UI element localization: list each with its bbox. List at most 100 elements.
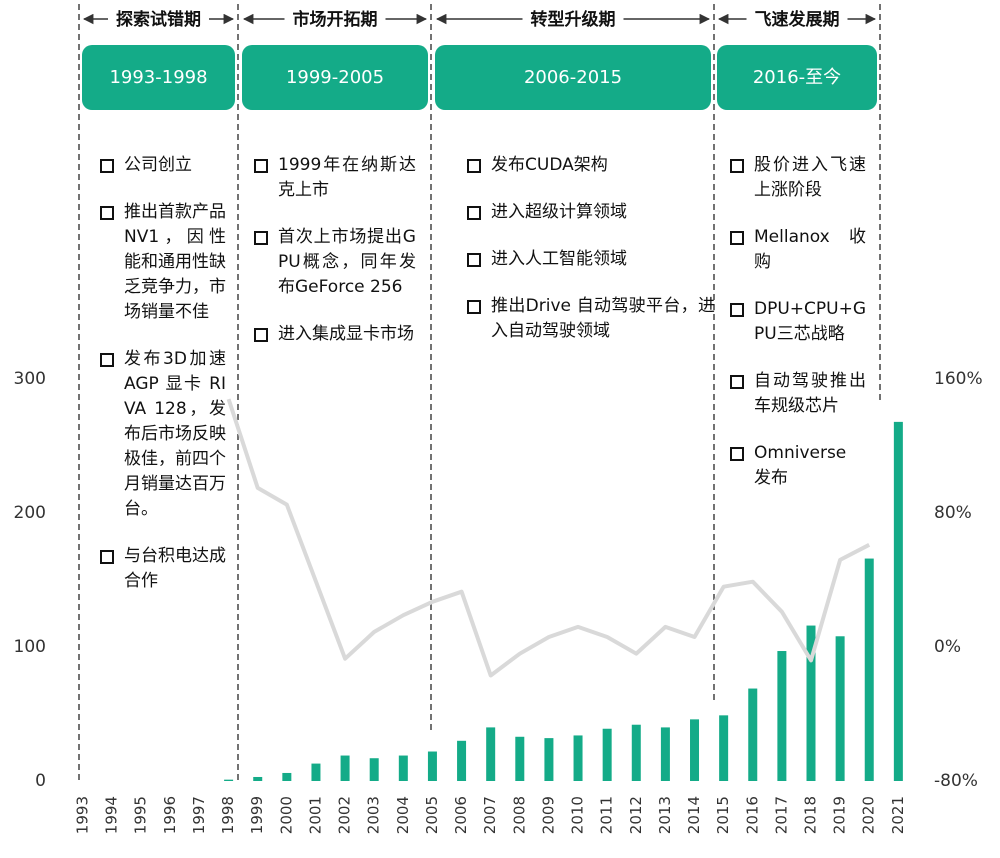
phase-box (82, 45, 235, 110)
x-tick-label: 2016 (743, 796, 761, 834)
bar (573, 735, 583, 781)
bar (719, 715, 729, 781)
phase-title: 转型升级期 (531, 9, 616, 30)
bar (398, 755, 408, 781)
bar (486, 727, 496, 781)
x-tick-label: 2019 (831, 796, 849, 834)
x-tick-label: 1994 (103, 796, 121, 834)
bar (777, 651, 787, 781)
phase-title: 市场开拓期 (293, 9, 378, 30)
phase-box (717, 45, 877, 110)
phase-period: 1999-2005 (286, 67, 384, 88)
x-tick-label: 2011 (598, 796, 616, 834)
x-tick-label: 1998 (219, 796, 237, 834)
y2-tick-label: 0% (934, 637, 961, 657)
note: 进入人工智能领域 (465, 247, 715, 272)
y-tick-label: 300 (14, 369, 46, 389)
bar (311, 763, 321, 781)
bar (544, 738, 554, 781)
y-tick-label: 200 (14, 503, 46, 523)
bar (515, 736, 525, 781)
x-tick-label: 1999 (248, 796, 266, 834)
phase-title-bg (522, 8, 624, 32)
x-tick-label: 2002 (336, 796, 354, 834)
phase-dividers (78, 4, 881, 780)
x-tick-label: 2010 (569, 796, 587, 834)
note: 与台积电达成合作 (98, 544, 226, 594)
bar (340, 755, 350, 781)
y-tick-label: 0 (35, 771, 46, 791)
bar (893, 421, 903, 781)
phase-title-bg (108, 8, 209, 32)
bar (602, 728, 612, 781)
note: 首次上市场提出GPU概念，同年发布GeForce 256 (252, 225, 416, 300)
phase-title: 探索试错期 (116, 9, 201, 30)
phase-notes: 股价进入飞速上涨阶段 Mellanox 收购 DPU+CPU+GPU三芯战略 自动驾驶… (728, 153, 866, 513)
x-tick-label: 2004 (394, 796, 412, 834)
note: 公司创立 (98, 153, 226, 178)
x-tick-label: 2017 (772, 796, 790, 834)
growth-line (226, 398, 871, 678)
phase-period: 1993-1998 (109, 67, 207, 88)
note: 发布3D加速 AGP 显卡 RIVA 128，发布后市场反映极佳，前四个月销量达… (98, 347, 226, 522)
note: Mellanox 收购 (728, 225, 866, 275)
y2-tick-label: 160% (934, 369, 983, 389)
bar (224, 779, 234, 781)
phase-notes: 公司创立推出首款产品NV1，因性能和通用性缺乏竞争力，市场销量不佳发布3D加速 … (98, 153, 226, 616)
y2-tick-label: -80% (934, 771, 978, 791)
note: 股价进入飞速上涨阶段 (728, 153, 866, 203)
x-tick-label: 2008 (510, 796, 528, 834)
phase-period: 2016-至今 (753, 67, 841, 88)
y2-tick-label: 80% (934, 503, 972, 523)
note: 推出Drive 自动驾驶平台，进入自动驾驶领域 (465, 294, 715, 344)
bar (748, 688, 758, 781)
x-tick-label: 2006 (452, 796, 470, 834)
x-tick-label: 1997 (190, 796, 208, 834)
bar (457, 740, 467, 781)
phase-title-bg (746, 8, 848, 32)
bar (253, 776, 263, 781)
bar (806, 625, 816, 781)
x-tick-label: 1995 (132, 796, 150, 834)
phase-title: 飞速发展期 (755, 9, 840, 30)
x-tick-label: 2009 (539, 796, 557, 834)
phase-period: 2006-2015 (524, 67, 622, 88)
bar (660, 727, 670, 781)
x-tick-label: 2005 (423, 796, 441, 834)
note: Omniverse 发布 (728, 441, 866, 491)
bar (427, 751, 437, 781)
phase-box (435, 45, 711, 110)
note: 1999年在纳斯达克上市 (252, 153, 416, 203)
note: 进入集成显卡市场 (252, 322, 416, 347)
x-tick-label: 2012 (627, 796, 645, 834)
note: 进入超级计算领域 (465, 200, 715, 225)
x-tick-label: 2020 (860, 796, 878, 834)
bar (631, 724, 641, 781)
x-tick-label: 2013 (656, 796, 674, 834)
note: 推出首款产品NV1，因性能和通用性缺乏竞争力，市场销量不佳 (98, 200, 226, 325)
bar (864, 558, 874, 781)
phase-notes: 1999年在纳斯达克上市首次上市场提出GPU概念，同年发布GeForce 256… (252, 153, 416, 369)
bar (690, 719, 700, 781)
note: 发布CUDA架构 (465, 153, 715, 178)
phase-box (242, 45, 428, 110)
x-tick-label: 2014 (685, 796, 703, 834)
x-tick-label: 1993 (74, 796, 92, 834)
x-tick-label: 2015 (714, 796, 732, 834)
y-tick-label: 100 (14, 637, 46, 657)
x-tick-label: 2007 (481, 796, 499, 834)
bar (369, 758, 379, 781)
bar (282, 772, 292, 781)
phase-notes: 发布CUDA架构 进入超级计算领域 进入人工智能领域推出Drive 自动驾驶平台，进… (465, 153, 715, 366)
note: 自动驾驶推出车规级芯片 (728, 369, 866, 419)
x-tick-label: 2000 (277, 796, 295, 834)
x-tick-label: 1996 (161, 796, 179, 834)
x-tick-label: 2003 (365, 796, 383, 834)
note: DPU+CPU+GPU三芯战略 (728, 297, 866, 347)
x-tick-label: 2021 (889, 796, 907, 834)
x-tick-label: 2018 (802, 796, 820, 834)
bar (835, 636, 845, 781)
phase-title-bg (284, 8, 386, 32)
